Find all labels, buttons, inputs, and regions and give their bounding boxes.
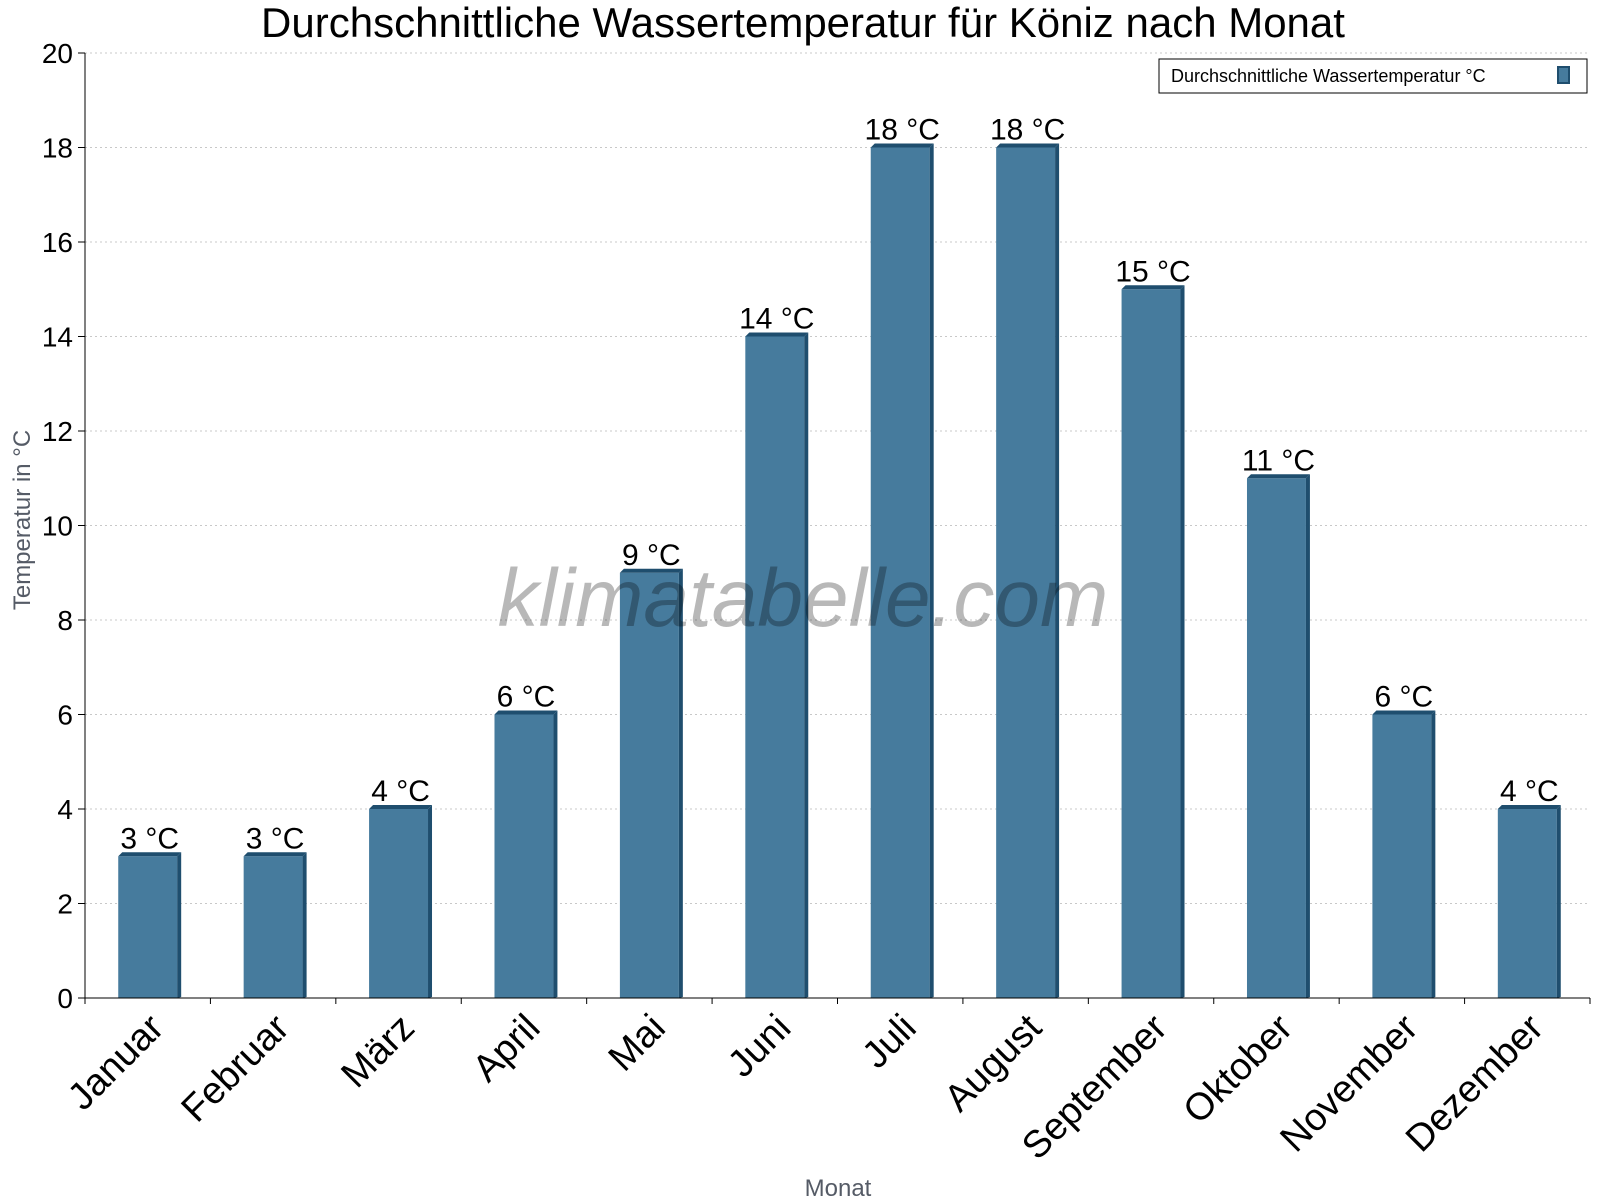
x-tick-label: August [937, 1006, 1051, 1120]
bar-side [678, 568, 683, 998]
bar-top [1372, 710, 1436, 715]
bar-side [177, 852, 182, 998]
bar-face [243, 856, 303, 998]
bar-face [996, 147, 1056, 998]
bar-top [870, 143, 934, 148]
x-tick-label: Mai [601, 1007, 674, 1080]
bar-side [302, 852, 307, 998]
data-label: 4 °C [371, 775, 430, 808]
data-label: 6 °C [1375, 681, 1434, 714]
x-axis-label: Monat [805, 1175, 872, 1200]
bar-top [1121, 285, 1185, 290]
bar-side [428, 805, 433, 998]
bar-dezember [1497, 805, 1561, 998]
y-tick-label: 16 [42, 227, 73, 258]
bar-top [619, 568, 683, 573]
bar-mai [619, 568, 683, 998]
bar-top [118, 852, 182, 857]
legend-swatch [1557, 66, 1570, 84]
y-axis-label: Temperatur in °C [9, 430, 36, 610]
x-tick-label: Januar [60, 1006, 172, 1118]
y-tick-label: 14 [42, 322, 73, 353]
bar-side [1431, 710, 1436, 998]
data-label: 18 °C [990, 114, 1065, 147]
bar-face [1121, 289, 1181, 998]
data-label: 11 °C [1242, 444, 1315, 477]
data-labels: 3 °C 3 °C 4 °C 6 °C 9 °C 14 °C 18 °C 18 °C 15 °C… [120, 114, 1558, 856]
bar-side [1055, 143, 1060, 998]
data-label: 6 °C [497, 681, 556, 714]
y-tick-label: 12 [42, 416, 73, 447]
bar-oktober [1246, 474, 1310, 998]
bar-face [1372, 714, 1432, 998]
y-tick-label: 6 [57, 700, 73, 731]
data-label: 15 °C [1115, 255, 1190, 288]
legend-label: Durchschnittliche Wassertemperatur °C [1171, 66, 1486, 86]
bar-face [1246, 478, 1306, 998]
bar-top [369, 805, 433, 809]
bar-face [870, 147, 930, 998]
x-tick-label: März [333, 1007, 422, 1096]
y-tick-label: 4 [57, 794, 73, 825]
data-label: 3 °C [246, 822, 305, 855]
bar-top [1246, 474, 1310, 479]
y-tick-label: 0 [57, 983, 73, 1014]
x-tick-label: Juni [720, 1007, 799, 1086]
bar-top [745, 332, 809, 337]
y-tick-label: 10 [42, 511, 73, 542]
bar-september [1121, 285, 1185, 998]
bar-top [1497, 805, 1561, 809]
y-tick-label: 8 [57, 605, 73, 636]
chart-title: Durchschnittliche Wassertemperatur für K… [261, 0, 1345, 46]
bar-side [1180, 285, 1185, 998]
bar-januar [118, 852, 182, 998]
bar-top [996, 143, 1060, 148]
bar-side [553, 710, 558, 998]
y-tick-label: 2 [57, 889, 73, 920]
bar-top [243, 852, 307, 857]
x-tick-label: Februar [174, 1006, 298, 1130]
legend: Durchschnittliche Wassertemperatur °C [1158, 58, 1588, 94]
x-tick-label: Juli [855, 1007, 925, 1077]
bar-november [1372, 710, 1436, 998]
bar-februar [243, 852, 307, 998]
bars [118, 143, 1561, 998]
bar-top [494, 710, 558, 715]
watermark: klimatabelle.com [498, 553, 1109, 644]
y-tick-label: 18 [42, 133, 73, 164]
bar-face [369, 809, 429, 998]
data-label: 14 °C [739, 303, 814, 336]
bar-face [745, 336, 805, 998]
data-label: 9 °C [622, 539, 681, 572]
x-tick-label: April [465, 1007, 548, 1090]
x-tick-label: Oktober [1176, 1006, 1302, 1132]
y-axis-ticks: 0 2 4 6 8 10 12 14 16 18 20 [42, 38, 85, 1014]
data-label: 4 °C [1500, 775, 1559, 808]
bar-side [804, 332, 809, 998]
bar-juli [870, 143, 934, 998]
data-label: 18 °C [865, 114, 940, 147]
bar-august [996, 143, 1060, 998]
x-tick-label: Dezember [1398, 1006, 1552, 1160]
bar-face [118, 856, 178, 998]
legend-box [1158, 58, 1588, 94]
bar-side [929, 143, 934, 998]
bar-juni [745, 332, 809, 998]
bar-märz [369, 805, 433, 998]
bar-april [494, 710, 558, 998]
bar-side [1305, 474, 1310, 998]
bar-face [1497, 809, 1557, 998]
grid-lines [85, 52, 1590, 904]
x-axis-ticks: Januar Februar März April Mai Juni Juli AugustS… [60, 998, 1591, 1168]
bar-face [494, 714, 554, 998]
data-label: 3 °C [120, 822, 179, 855]
bar-side [1556, 805, 1561, 998]
y-tick-label: 20 [42, 38, 73, 69]
bar-face [619, 572, 679, 998]
